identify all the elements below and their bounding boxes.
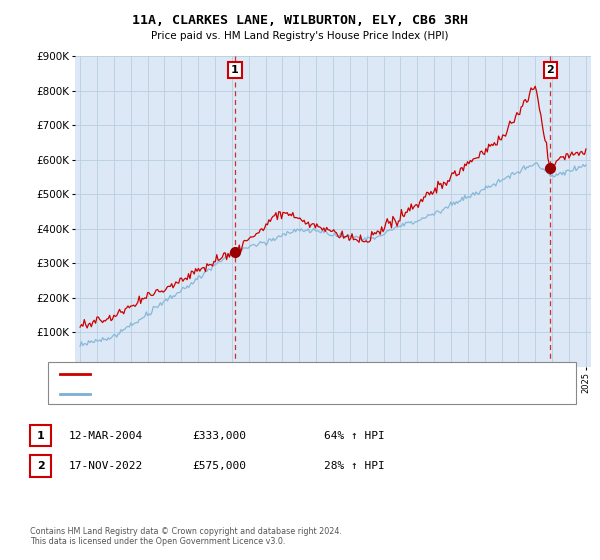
Text: 28% ↑ HPI: 28% ↑ HPI <box>324 461 385 471</box>
Text: Contains HM Land Registry data © Crown copyright and database right 2024.
This d: Contains HM Land Registry data © Crown c… <box>30 526 342 546</box>
Text: 1: 1 <box>231 65 239 75</box>
Text: 11A, CLARKES LANE, WILBURTON, ELY, CB6 3RH: 11A, CLARKES LANE, WILBURTON, ELY, CB6 3… <box>132 14 468 27</box>
Text: 1: 1 <box>37 431 44 441</box>
Text: Price paid vs. HM Land Registry's House Price Index (HPI): Price paid vs. HM Land Registry's House … <box>151 31 449 41</box>
Text: HPI: Average price, detached house, East Cambridgeshire: HPI: Average price, detached house, East… <box>93 389 368 398</box>
Text: 12-MAR-2004: 12-MAR-2004 <box>69 431 143 441</box>
Text: 64% ↑ HPI: 64% ↑ HPI <box>324 431 385 441</box>
Text: 17-NOV-2022: 17-NOV-2022 <box>69 461 143 471</box>
Text: 2: 2 <box>547 65 554 75</box>
Text: 11A, CLARKES LANE, WILBURTON, ELY, CB6 3RH (detached house): 11A, CLARKES LANE, WILBURTON, ELY, CB6 3… <box>93 370 407 379</box>
Text: £575,000: £575,000 <box>192 461 246 471</box>
Text: £333,000: £333,000 <box>192 431 246 441</box>
Text: 2: 2 <box>37 461 44 471</box>
